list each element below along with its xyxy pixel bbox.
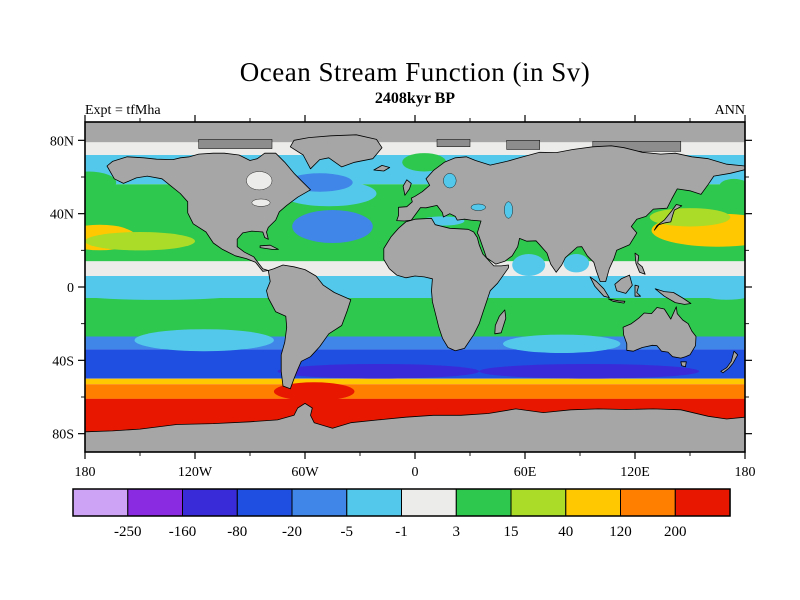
landmass-madagascar [494,309,507,335]
colorbar-tick-label: -80 [227,524,247,540]
landmass-new-zealand [720,350,739,374]
colorbar-tick-label: 200 [664,524,687,540]
colorbar-cell [127,488,184,517]
ocean-feature-equatorial-pacific [85,281,260,300]
ocean-feature-south-atlantic-deep-blue [277,364,480,379]
arctic-island-patch [506,140,540,150]
landmass-iceland [373,165,391,172]
colorbar-cell [346,488,403,517]
landmass-borneo [614,274,633,294]
ocean-feature-south-pacific-band [134,329,274,352]
colorbar-tick-label: 40 [558,524,573,540]
landmass-antarctica [85,403,745,452]
lon-tick-label: 120E [620,465,650,480]
landmass-new-guinea [654,288,692,305]
lat-tick-label: 40S [52,354,74,369]
inland-sea-hudson-bay [246,171,273,191]
landmass-africa [383,217,509,352]
lon-tick-label: 180 [735,465,756,480]
landmass-british-isles [402,179,412,196]
arctic-island-patch [436,139,471,147]
colorbar-cell [182,488,238,517]
landmass-java [608,298,626,304]
colorbar-cell [565,488,622,517]
landmass-japan [653,204,683,231]
landmass-australia [622,306,697,359]
ocean-feature-bering-sea [85,171,117,194]
map-layers [85,122,745,452]
lon-tick-label: 180 [75,465,96,480]
colorbar-cell [510,488,567,517]
colorbar-border [72,488,731,517]
inland-sea-caspian-sea [504,201,513,219]
inland-sea-great-lakes [251,198,271,207]
colorbar-tick-label: -250 [114,524,142,540]
colorbar-tick-label: 120 [609,524,632,540]
colorbar-cell [291,488,348,517]
ocean-band [85,384,745,399]
ocean-feature-okhotsk-sea [719,178,745,194]
inland-sea-black-sea [470,203,486,211]
colorbar-cell [674,488,731,517]
ocean-feature-south-indian-deep-blue [479,364,700,379]
lat-tick-label: 0 [67,281,74,296]
ocean-feature-bay-of-bengal [563,254,590,273]
lat-tick-label: 80S [52,428,74,443]
ocean-feature-arabian-sea [512,254,546,276]
ocean-feature-west-equatorial-pacific [699,285,745,300]
landmass-greenland [289,134,383,170]
colorbar-tick-label: 15 [504,524,519,540]
colorbar-cell [236,488,293,517]
experiment-label: Expt = tfMha [85,103,161,118]
colorbar-tick-label: -5 [341,524,354,540]
colorbar-cell [401,488,457,517]
figure-title: Ocean Stream Function (in Sv) [239,57,591,87]
lon-tick-label: 120W [178,465,213,480]
colorbar-cell [620,488,676,517]
landmass-sulawesi [634,284,641,297]
inland-sea-baltic-sea [443,173,457,189]
colorbar-tick-label: -160 [169,524,197,540]
lat-tick-label: 40N [50,208,74,223]
colorbar-tick-label: 3 [453,524,461,540]
arctic-land-strip [85,122,745,143]
landmass-philippines [634,252,646,275]
landmass-cuba [259,244,279,250]
ocean-feature-central-pacific-gyre-edge [85,232,195,251]
ocean-band [85,378,745,385]
lat-tick-label: 80N [50,134,74,149]
ocean-feature-north-atlantic-subtropical [292,210,373,243]
landmass-eurasia [396,145,745,282]
colorbar: -250 -160 -80 -20 -5 -1 3 15 40 120 200 [72,488,731,540]
ocean-feature-norwegian-sea [402,153,447,172]
lon-tick-label: 60E [514,465,537,480]
colorbar-cell [72,488,129,517]
landmass-south-america [266,264,352,390]
colorbar-cell [455,488,512,517]
lon-tick-label: 60W [291,465,319,480]
lon-tick-label: 0 [412,465,419,480]
landmass-sumatra [589,276,610,298]
ocean-feature-equatorial-atlantic [349,283,415,299]
landmass-tasmania [680,361,687,368]
ocean-feature-south-indian-band [503,334,621,353]
colorbar-tick-label: -1 [395,524,408,540]
figure-subtitle: 2408kyr BP [374,90,456,107]
ocean-feature-drake-passage-acc-core [273,382,355,401]
axis-ticks [78,115,752,459]
colorbar-tick-label: -20 [282,524,302,540]
arctic-island-patch [198,139,273,149]
season-label: ANN [714,103,745,118]
